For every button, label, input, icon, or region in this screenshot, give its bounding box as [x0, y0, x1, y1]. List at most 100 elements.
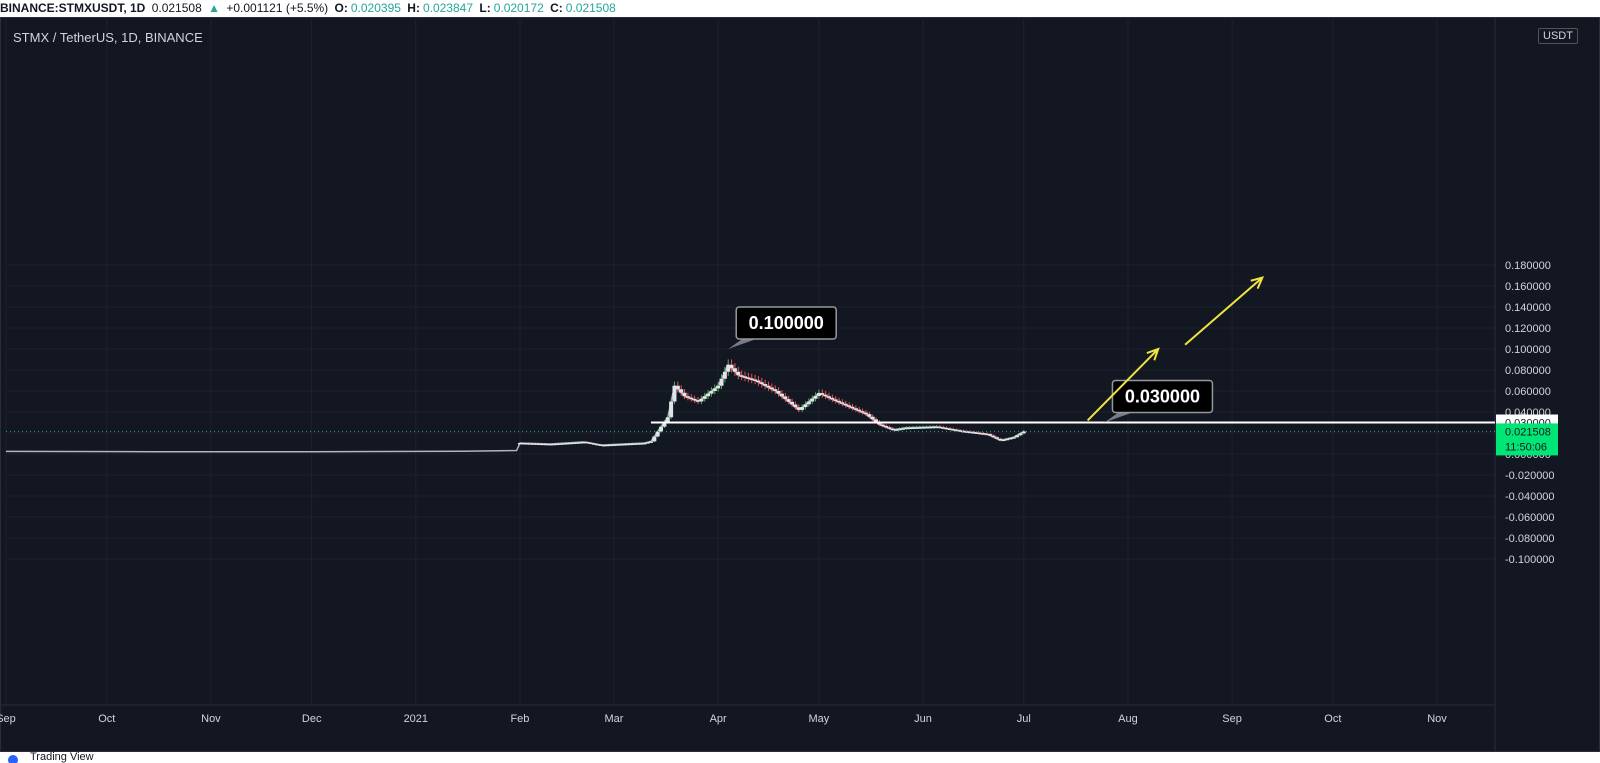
candle-body: [910, 427, 915, 430]
candle-body: [739, 375, 744, 377]
candle-body: [591, 443, 596, 445]
candle-body: [722, 371, 727, 379]
candle-body: [867, 414, 872, 417]
low-value: 0.020172: [493, 1, 544, 15]
candle-body: [759, 382, 764, 384]
candle-body: [857, 409, 862, 412]
price-axis[interactable]: 0.180000 0.160000 0.140000 0.120000 0.100000…: [1496, 260, 1558, 566]
high-label: H:: [407, 1, 420, 15]
open-label: O:: [334, 1, 348, 15]
candle-body: [659, 426, 664, 432]
candle-body: [601, 444, 606, 447]
candle-body: [675, 385, 680, 390]
price-chart[interactable]: 0.100000 0.030000 0.180000 0.160000 0.14000…: [0, 17, 1600, 752]
candle-body: [927, 426, 932, 429]
candle-body: [914, 427, 919, 429]
candle-body: [645, 442, 650, 444]
candle-body: [575, 442, 580, 444]
candle-body: [605, 444, 610, 447]
candle-body: [635, 443, 640, 445]
candle-body: [793, 404, 798, 408]
x-tick-label: Nov: [201, 713, 221, 725]
candle-body: [689, 397, 694, 400]
candle-body: [981, 433, 986, 435]
currency-badge[interactable]: USDT: [1538, 28, 1578, 44]
candle-body: [578, 442, 583, 444]
candle-body: [917, 427, 922, 429]
candle-body: [941, 427, 946, 429]
time-axis[interactable]: Sep Oct Nov Dec 2021 Feb Mar Apr May Jun Jul Aug Sep…: [0, 713, 1447, 725]
y-tick-label: 0.120000: [1505, 323, 1551, 335]
candles: [517, 359, 1026, 447]
candle-body: [648, 441, 653, 443]
y-tick-label: -0.020000: [1505, 470, 1555, 482]
annotations[interactable]: 0.100000 0.030000: [6, 276, 1495, 432]
axis-separators: [0, 17, 1496, 752]
candle-body: [984, 433, 989, 436]
x-tick-label: Oct: [98, 713, 115, 725]
symbol-name[interactable]: BINANCE:STMXUSDT, 1D: [0, 1, 146, 15]
candle-body: [709, 391, 714, 394]
candle-body: [551, 443, 556, 446]
candle-body: [884, 425, 889, 428]
candle-body: [753, 379, 758, 381]
candle-body: [719, 378, 724, 386]
candle-body: [618, 444, 623, 446]
candle-body: [726, 364, 731, 372]
candle-body: [964, 431, 969, 433]
candle-body: [783, 396, 788, 400]
callout-box: [735, 306, 837, 340]
candle-body: [880, 424, 885, 427]
last-price: 0.021508: [151, 1, 202, 15]
candle-body: [968, 431, 973, 434]
candle-body: [890, 428, 895, 431]
grid: [5, 17, 1495, 705]
candle-body: [524, 443, 529, 445]
candle-body: [850, 406, 855, 409]
y-tick-label: 0.080000: [1505, 365, 1551, 377]
y-tick-label: -0.060000: [1505, 512, 1555, 524]
candle-body: [897, 428, 902, 431]
candle-body: [776, 391, 781, 394]
x-tick-label: Feb: [510, 713, 529, 725]
candle-body: [685, 396, 690, 398]
candle-body: [887, 427, 892, 429]
x-tick-label: Dec: [302, 713, 322, 725]
y-tick-label: 0.160000: [1505, 281, 1551, 293]
candle-body: [954, 429, 959, 432]
y-tick-label: 0.060000: [1505, 386, 1551, 398]
candle-body: [870, 416, 875, 420]
x-tick-label: Oct: [1324, 713, 1341, 725]
candle-body: [837, 400, 842, 403]
target-arrow: [1184, 276, 1263, 346]
candle-body: [595, 443, 600, 446]
symbol-header: BINANCE:STMXUSDT, 1D 0.021508 ▲ +0.00112…: [0, 0, 1600, 17]
candle-body: [863, 412, 868, 415]
candle-body: [716, 385, 721, 389]
candle-body: [773, 389, 778, 391]
pane-legend[interactable]: STMX / TetherUS, 1D, BINANCE: [13, 30, 203, 45]
candle-body: [692, 398, 697, 401]
candle-body: [1015, 435, 1020, 438]
candle-body: [766, 385, 771, 388]
candle-body: [622, 443, 627, 446]
candle-body: [1011, 437, 1016, 439]
candle-body: [974, 432, 979, 434]
candle-body: [1005, 438, 1010, 441]
candle-body: [706, 393, 711, 397]
x-tick-label: Aug: [1118, 713, 1138, 725]
candle-body: [1008, 437, 1013, 440]
candle-body: [521, 442, 526, 445]
candle-body: [1021, 431, 1026, 434]
candle-body: [749, 378, 754, 380]
candle-body: [800, 407, 805, 410]
candle-body: [568, 442, 573, 445]
bottom-strip-text: Trading View: [30, 752, 94, 763]
candle-body: [951, 429, 956, 431]
candle-body: [994, 437, 999, 439]
candle-body: [840, 402, 845, 404]
y-tick-label: -0.080000: [1505, 533, 1555, 545]
candle-body: [541, 443, 546, 446]
candle-body: [796, 407, 801, 410]
x-tick-label: Apr: [710, 713, 727, 725]
